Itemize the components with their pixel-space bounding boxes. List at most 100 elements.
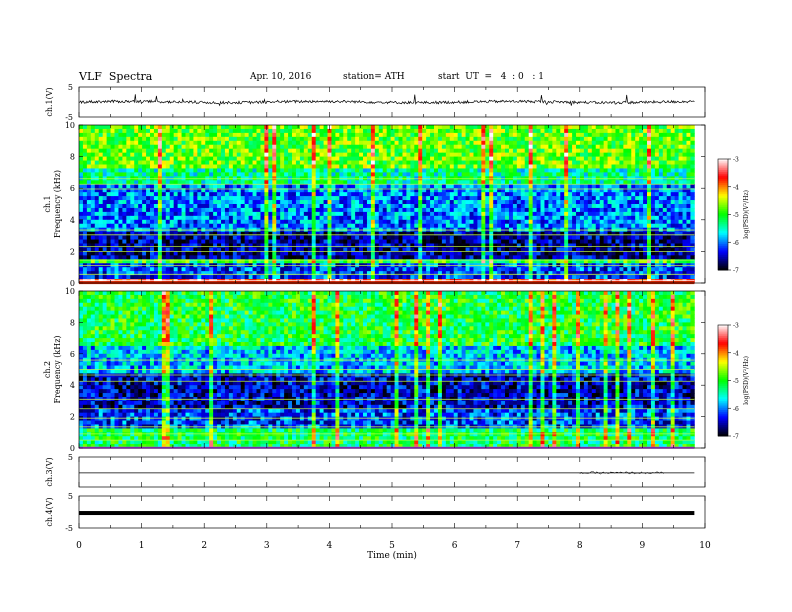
spectrogram-cell bbox=[686, 207, 691, 213]
spectrogram-cell bbox=[540, 243, 545, 248]
spectrogram-cell bbox=[441, 211, 447, 217]
spectrogram-cell bbox=[508, 243, 514, 248]
spectrogram-cell bbox=[532, 204, 537, 209]
spectrogram-cell bbox=[647, 140, 652, 146]
spectrogram-cell bbox=[94, 132, 100, 138]
spectrogram-cell bbox=[260, 152, 265, 157]
spectrogram-cell bbox=[583, 156, 589, 161]
spectrogram-cell bbox=[643, 200, 648, 205]
spectrogram-cell bbox=[386, 235, 392, 240]
spectrogram-cell bbox=[98, 172, 104, 177]
spectrogram-cell bbox=[374, 188, 380, 193]
spectrogram-cell bbox=[197, 172, 202, 177]
spectrogram-cell bbox=[611, 172, 616, 177]
spectrogram-cell bbox=[213, 196, 218, 201]
spectrogram-cell bbox=[252, 192, 257, 197]
spectrogram-cell bbox=[489, 192, 494, 197]
spectrogram-cell bbox=[86, 148, 92, 154]
spectrogram-cell bbox=[86, 192, 92, 197]
spectrogram-cell bbox=[118, 148, 123, 154]
spectrogram-cell bbox=[165, 184, 171, 189]
spectrogram-cell bbox=[402, 196, 407, 201]
spectrogram-cell bbox=[603, 235, 608, 240]
spectrogram-cell bbox=[382, 168, 388, 173]
spectrogram-cell bbox=[197, 136, 202, 142]
spectrogram-cell bbox=[118, 144, 123, 150]
spectrogram-cell bbox=[98, 211, 104, 217]
spectrogram-cell bbox=[295, 136, 301, 142]
spectrogram-cell bbox=[639, 180, 644, 185]
spectrogram-cell bbox=[335, 184, 340, 189]
spectrogram-cell bbox=[639, 196, 644, 201]
spectrogram-cell bbox=[378, 188, 384, 193]
spectrogram-cell bbox=[654, 204, 660, 209]
spectrogram-cell bbox=[501, 172, 506, 177]
spectrogram-cell bbox=[86, 136, 92, 142]
spectrogram-cell bbox=[508, 184, 514, 189]
spectrogram-cell bbox=[572, 247, 577, 252]
spectrogram-cell bbox=[536, 215, 541, 221]
spectrogram-cell bbox=[142, 223, 147, 229]
spectrogram-cell bbox=[228, 140, 234, 146]
spectrogram-cell bbox=[284, 160, 289, 165]
spectrogram-cell bbox=[591, 200, 597, 205]
spectrogram-cell bbox=[193, 152, 198, 157]
spectrogram-cell bbox=[516, 156, 522, 161]
spectrogram-cell bbox=[189, 219, 194, 225]
spectrogram-cell bbox=[347, 219, 352, 225]
spectrogram-cell bbox=[445, 223, 451, 229]
spectrogram-cell bbox=[142, 184, 147, 189]
spectrogram-cell bbox=[347, 215, 352, 221]
spectrogram-cell bbox=[536, 231, 541, 236]
spectrogram-cell bbox=[552, 200, 557, 205]
spectrogram-cell bbox=[378, 184, 384, 189]
spectrogram-cell bbox=[426, 184, 431, 189]
spectrogram-cell bbox=[347, 132, 352, 138]
spectrogram-cell bbox=[473, 188, 478, 193]
spectrogram-cell bbox=[248, 247, 253, 252]
spectrogram-cell bbox=[457, 180, 463, 185]
spectrogram-cell bbox=[568, 239, 573, 244]
spectrogram-cell bbox=[520, 192, 526, 197]
spectrogram-cell bbox=[489, 219, 494, 225]
spectrogram-cell bbox=[516, 200, 522, 205]
spectrogram-cell bbox=[686, 215, 691, 221]
spectrogram-cell bbox=[445, 204, 451, 209]
spectrogram-cell bbox=[497, 172, 502, 177]
spectrogram-cell bbox=[260, 128, 265, 134]
spectrogram-cell bbox=[197, 140, 202, 146]
spectrogram-cell bbox=[134, 184, 139, 189]
spectrogram-cell bbox=[493, 152, 498, 157]
spectrogram-cell bbox=[441, 219, 447, 225]
spectrogram-cell bbox=[678, 207, 683, 213]
spectrogram-cell bbox=[516, 223, 522, 229]
spectrogram-cell bbox=[374, 231, 380, 236]
spectrogram-cell bbox=[256, 156, 261, 161]
spectrogram-cell bbox=[583, 204, 589, 209]
spectrogram-cell bbox=[658, 204, 664, 209]
spectrogram-cell bbox=[402, 219, 407, 225]
spectrogram-cell bbox=[303, 128, 309, 134]
spectrogram-cell bbox=[674, 172, 679, 177]
spectrogram-cell bbox=[682, 148, 687, 154]
spectrogram-cell bbox=[288, 125, 293, 130]
spectrogram-cell bbox=[587, 211, 593, 217]
spectrogram-cell bbox=[142, 152, 147, 157]
spectrogram-cell bbox=[82, 207, 88, 213]
spectrogram-cell bbox=[146, 156, 151, 161]
spectrogram-cell bbox=[599, 235, 605, 240]
spectrogram-cell bbox=[311, 172, 317, 177]
spectrogram-cell bbox=[591, 168, 597, 173]
spectrogram-cell bbox=[587, 223, 593, 229]
spectrogram-cell bbox=[134, 247, 139, 252]
spectrogram-cell bbox=[422, 192, 427, 197]
spectrogram-cell bbox=[295, 180, 301, 185]
spectrogram-cell bbox=[213, 243, 218, 248]
spectrogram-cell bbox=[579, 235, 585, 240]
spectrogram-cell bbox=[650, 192, 656, 197]
spectrogram-cell bbox=[670, 231, 676, 236]
spectrogram-cell bbox=[307, 235, 313, 240]
spectrogram-cell bbox=[307, 128, 313, 134]
spectrogram-cell bbox=[666, 172, 672, 177]
spectrogram-cell bbox=[682, 188, 687, 193]
